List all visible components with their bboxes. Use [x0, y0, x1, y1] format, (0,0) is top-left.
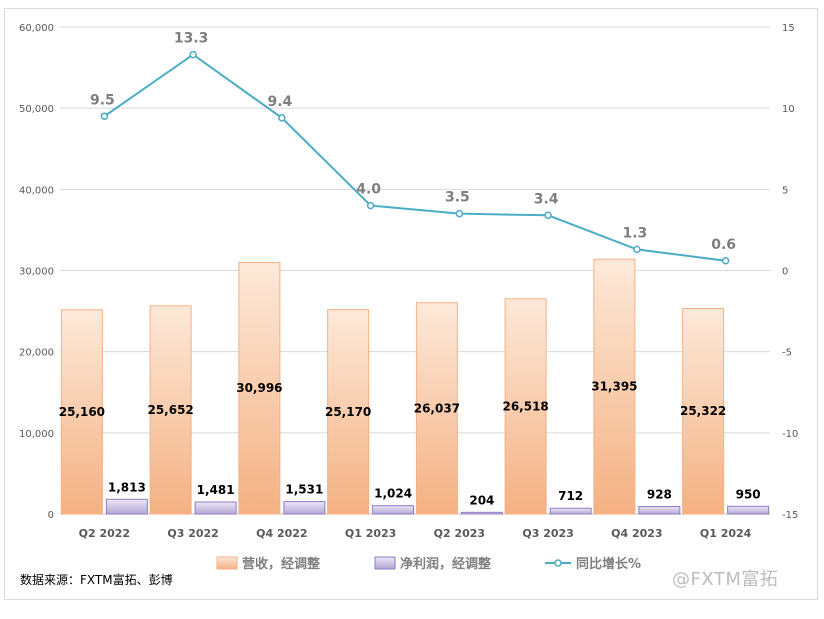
revenue-data-label: 25,160: [59, 405, 105, 419]
y-tick-left: 50,000: [19, 104, 54, 115]
revenue-bar: [415, 302, 458, 515]
growth-data-label: 13.3: [174, 31, 209, 47]
legend-revenue-swatch: [216, 556, 238, 570]
growth-data-label: 9.4: [267, 94, 292, 110]
growth-data-label: 3.5: [445, 190, 470, 206]
revenue-data-label: 25,652: [147, 403, 193, 417]
net-profit-bar: [549, 507, 592, 515]
growth-point: [633, 245, 641, 254]
revenue-bar: [60, 309, 103, 515]
growth-data-label: 3.4: [534, 191, 559, 207]
growth-point: [278, 114, 286, 122]
net-profit-bar: [638, 505, 681, 515]
net-profit-data-label: 950: [736, 487, 761, 501]
revenue-bar: [238, 261, 281, 515]
net-profit-bar: [460, 511, 503, 515]
source-note: 数据来源：FXTM富拓、彭博: [20, 573, 173, 587]
y-tick-right: -15: [782, 510, 798, 521]
net-profit-bar: [372, 505, 415, 515]
y-tick-left: 40,000: [19, 185, 54, 196]
y-tick-right: 0: [782, 267, 788, 278]
revenue-bar: [504, 298, 547, 515]
growth-line: [103, 53, 726, 262]
legend-net-profit-swatch: [374, 556, 396, 570]
legend-growth-marker: [554, 559, 562, 567]
growth-point: [544, 211, 552, 220]
net-profit-bar: [727, 505, 770, 515]
net-profit-data-label: 712: [558, 489, 583, 503]
net-profit-data-label: 1,024: [374, 487, 412, 501]
revenue-data-label: 31,395: [591, 380, 637, 394]
growth-point: [455, 209, 464, 218]
growth-data-label: 9.5: [90, 92, 115, 108]
growth-point: [721, 257, 730, 265]
revenue-data-label: 26,037: [414, 401, 460, 415]
net-profit-bar: [194, 501, 237, 515]
net-profit-bar: [283, 501, 326, 515]
y-tick-left: 20,000: [19, 348, 54, 359]
x-tick-label: Q2 2023: [434, 527, 485, 540]
net-profit-bar: [105, 498, 148, 515]
growth-data-label: 4.0: [356, 182, 381, 198]
legend-net-profit-label: 净利润，经调整: [400, 556, 492, 572]
net-profit-data-label: 1,531: [285, 483, 323, 497]
y-tick-right: 10: [782, 104, 795, 115]
growth-point: [189, 50, 197, 59]
legend-revenue-label: 营收，经调整: [242, 556, 321, 572]
growth-data-label: 1.3: [622, 225, 647, 241]
x-tick-label: Q4 2022: [256, 527, 307, 540]
x-tick-label: Q1 2024: [700, 527, 752, 540]
revenue-bar: [149, 305, 192, 515]
x-tick-label: Q3 2022: [167, 527, 218, 540]
revenue-bar: [682, 307, 725, 515]
y-tick-right: -5: [782, 348, 792, 359]
legend-growth-label: 同比增长%: [576, 556, 641, 572]
y-tick-right: -10: [782, 429, 798, 440]
revenue-bar: [593, 258, 636, 515]
x-tick-label: Q3 2023: [522, 527, 573, 540]
x-tick-label: Q1 2023: [345, 527, 396, 540]
chart-frame: [4, 8, 818, 600]
growth-point: [366, 201, 375, 210]
y-tick-left: 10,000: [19, 429, 54, 440]
growth-data-label: 0.6: [711, 237, 736, 253]
x-tick-label: Q4 2023: [611, 527, 662, 540]
net-profit-data-label: 1,813: [108, 480, 146, 494]
net-profit-data-label: 204: [469, 493, 494, 507]
y-tick-left: 30,000: [19, 267, 54, 278]
revenue-data-label: 25,322: [680, 404, 726, 418]
revenue-data-label: 26,518: [502, 399, 548, 413]
y-tick-right: 15: [782, 23, 795, 34]
x-tick-label: Q2 2022: [79, 527, 130, 540]
revenue-data-label: 30,996: [236, 381, 282, 395]
y-tick-left: 0: [48, 510, 54, 521]
watermark: @FXTM富拓: [672, 569, 779, 590]
revenue-bar: [327, 309, 370, 515]
y-tick-right: 5: [782, 185, 788, 196]
net-profit-data-label: 1,481: [197, 483, 235, 497]
growth-point: [100, 112, 109, 121]
revenue-data-label: 25,170: [325, 405, 371, 419]
y-tick-left: 60,000: [19, 23, 54, 34]
net-profit-data-label: 928: [647, 487, 672, 501]
